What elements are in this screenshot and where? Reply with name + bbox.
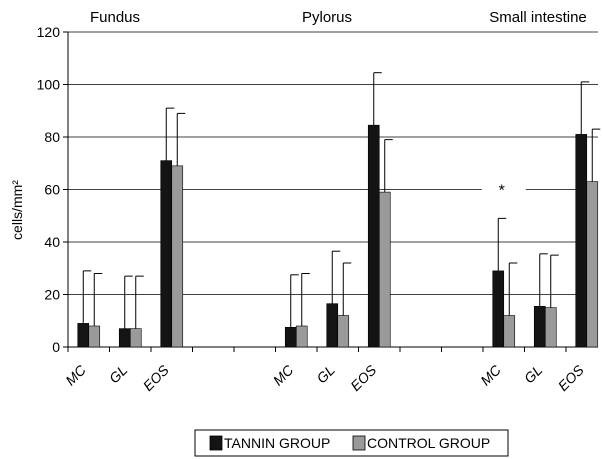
x-tick-label: MC: [270, 361, 297, 388]
x-tick-label: GL: [521, 362, 546, 387]
bar-tannin: [533, 306, 546, 348]
panel-title: Fundus: [90, 9, 140, 26]
y-tick-label: 100: [37, 77, 61, 93]
panel-title: Small intestine: [489, 9, 587, 26]
bar-control: [171, 165, 184, 348]
annotation-gap: [481, 186, 526, 193]
x-tick-label: EOS: [347, 361, 380, 394]
x-tick-label: EOS: [140, 361, 173, 394]
significance-marker: *: [499, 183, 505, 200]
bar-control: [129, 328, 142, 348]
bars: [77, 72, 601, 348]
legend-swatch-control: [352, 435, 366, 451]
x-tick-label: MC: [62, 361, 89, 388]
x-tick-label: GL: [313, 362, 338, 387]
legend-label-tannin: TANNIN GROUP: [224, 435, 330, 451]
gridlines: [68, 31, 598, 295]
bar-tannin: [326, 303, 339, 348]
y-tick-label: 0: [52, 339, 60, 355]
bar-control: [88, 325, 101, 348]
y-tick-label: 60: [44, 182, 60, 198]
legend-box: [194, 429, 509, 457]
y-axis-title: cells/mm²: [9, 180, 25, 240]
bar-control: [503, 315, 516, 348]
bar-tannin: [284, 327, 297, 348]
x-tick-label: GL: [106, 362, 131, 387]
bar-tannin: [160, 160, 173, 348]
bar-control: [586, 181, 599, 348]
y-tick-label: 80: [44, 129, 60, 145]
legend-swatch-tannin: [209, 435, 223, 451]
bar-tannin: [77, 323, 90, 348]
bar-control: [295, 325, 308, 348]
y-tick-label: 120: [37, 24, 61, 40]
bar-control: [337, 315, 350, 348]
y-tick-label: 40: [44, 234, 60, 250]
y-tick-label: 20: [44, 287, 60, 303]
bar-control: [378, 191, 391, 348]
bar-tannin: [118, 328, 131, 348]
bar-tannin: [492, 270, 505, 348]
bar-tannin: [575, 134, 588, 348]
legend: TANNIN GROUP CONTROL GROUP: [194, 429, 509, 457]
bar-control: [544, 307, 557, 348]
x-tick-label: EOS: [555, 361, 588, 394]
panel-title: Pylorus: [302, 9, 352, 26]
bar-tannin: [367, 124, 380, 348]
x-tick-label: MC: [477, 361, 504, 388]
legend-label-control: CONTROL GROUP: [367, 435, 490, 451]
